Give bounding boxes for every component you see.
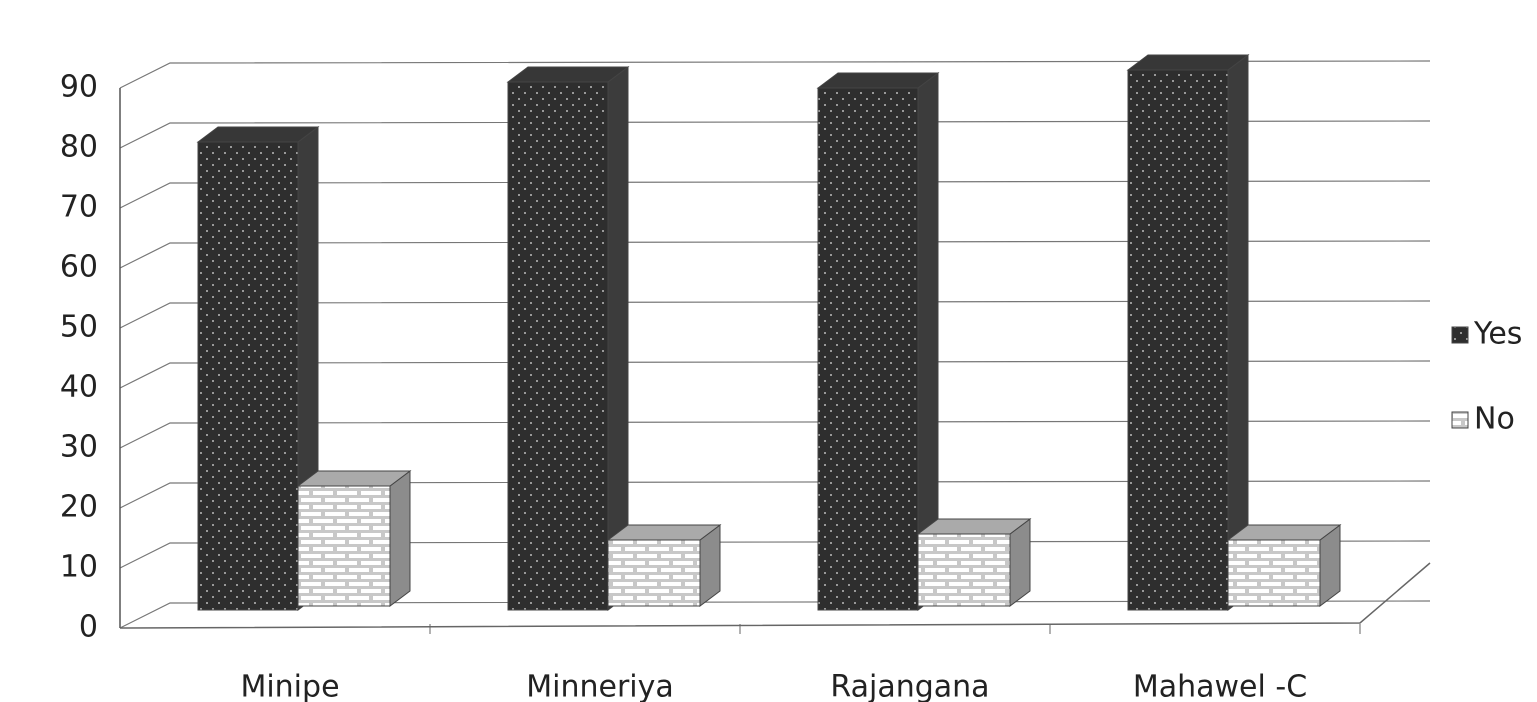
grid-line	[119, 300, 1431, 329]
bar-top	[816, 72, 940, 89]
bar-top	[1226, 524, 1342, 541]
bar-top	[196, 126, 320, 143]
y-tick-label: 50	[60, 310, 98, 345]
grid-line	[119, 240, 1431, 269]
bar	[1127, 69, 1229, 611]
bar-side	[389, 470, 411, 607]
bar-top	[1126, 54, 1250, 71]
bar	[917, 533, 1011, 607]
bar	[297, 485, 391, 607]
bar	[607, 539, 701, 607]
x-tick-label: Minipe	[240, 670, 339, 702]
bar	[817, 87, 919, 611]
legend-label: No	[1474, 402, 1515, 437]
bar	[507, 81, 609, 611]
y-tick-label: 60	[60, 250, 98, 285]
bar-top	[916, 518, 1032, 535]
x-tick-label: Mahawel -C	[1133, 670, 1307, 702]
y-tick-label: 10	[60, 550, 98, 585]
grid-line	[119, 120, 1431, 149]
y-tick-label: 40	[60, 370, 98, 405]
grid-line	[119, 480, 1431, 509]
bar-top	[606, 524, 722, 541]
grid-line	[119, 360, 1431, 389]
y-tick-label: 80	[60, 130, 98, 165]
bar-top	[296, 470, 412, 487]
legend-label: Yes	[1473, 317, 1522, 352]
legend-swatch	[1451, 326, 1469, 344]
grid-line	[119, 420, 1431, 449]
x-tick-label: Minneriya	[526, 670, 674, 702]
grid-line	[119, 60, 1431, 89]
y-tick-label: 30	[60, 430, 98, 465]
y-tick-label: 90	[60, 70, 98, 105]
bar	[197, 141, 299, 611]
y-tick-label: 20	[60, 490, 98, 525]
floor	[119, 562, 1431, 629]
y-tick-label: 0	[79, 610, 98, 645]
legend-swatch	[1451, 411, 1469, 429]
bar-top	[506, 66, 630, 83]
y-tick-label: 70	[60, 190, 98, 225]
x-tick-label: Rajangana	[830, 670, 989, 702]
grid-line	[119, 180, 1431, 209]
bar	[1227, 539, 1321, 607]
